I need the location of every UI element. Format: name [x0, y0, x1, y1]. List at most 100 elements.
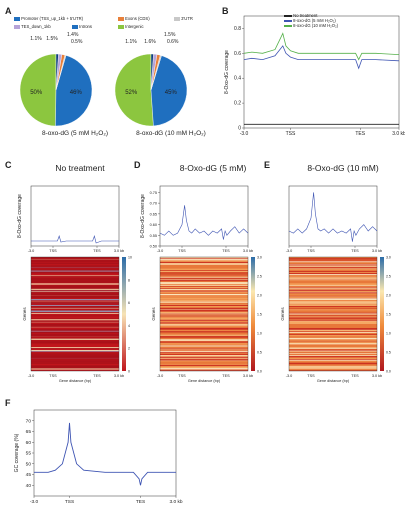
x-tick-label: TES	[93, 249, 101, 253]
pie-chart-5mm: 50% 46% 1.1% 1.5% 1.4%0.5%	[19, 32, 93, 127]
gc-coverage-f: -3.0 TSS TES 3.0 kb 40 45 50 55 60 65 70 GC coverag…	[14, 409, 183, 505]
heatmap-row	[289, 334, 377, 336]
heatmap-row	[160, 322, 248, 324]
legend-b-label: 8-oxo-dG (10 mM H₂O₂)	[293, 23, 339, 28]
heatmap-row	[160, 326, 248, 328]
heatmap-row	[31, 286, 119, 288]
pie-label-small: 1.6%	[144, 39, 156, 45]
heatmap-row	[289, 356, 377, 357]
heatmap-row	[31, 269, 119, 270]
heatmap-row	[160, 340, 248, 342]
heatmap-row	[31, 333, 119, 335]
heatmap-row	[289, 317, 377, 319]
heatmap-row	[160, 276, 248, 278]
heatmap-row	[289, 271, 377, 273]
heatmap-row	[160, 350, 248, 353]
heatmap-row	[289, 328, 377, 330]
legend-item-exons: Exons (CDS)	[118, 16, 150, 21]
heatmap-row	[31, 292, 119, 293]
heatmap-row	[31, 258, 119, 260]
heatmap-d: 0.0 0.5 1.0 1.5 2.0 2.5 3.0 -3.0 TSS TES 3.0 kb Gen…	[151, 256, 262, 384]
heatmap-row	[289, 277, 377, 279]
heatmap-row	[31, 291, 119, 293]
heatmap-row	[31, 356, 119, 358]
heatmap-row	[160, 356, 248, 358]
heatmap-row	[160, 282, 248, 284]
heatmap-row	[160, 291, 248, 293]
heatmap-x-tick: TES	[222, 374, 230, 378]
y-axis-label: 8-Oxo-dG coverage	[224, 50, 230, 94]
pie-label-small: 1.5%	[164, 32, 176, 38]
heatmap-row	[160, 288, 248, 291]
y-tick-label: 0.50	[150, 245, 157, 249]
heatmap-y-label: Genes	[151, 307, 156, 321]
heatmap-row	[160, 355, 248, 357]
heatmap-row	[289, 279, 377, 281]
legend-item-introns: Introns	[72, 24, 92, 29]
heatmap-row	[289, 289, 377, 291]
heatmap-row	[31, 278, 119, 280]
heatmap-row	[289, 353, 377, 354]
heatmap-row	[31, 347, 119, 348]
heatmap-row	[160, 296, 248, 298]
color-scale-label: 0.5	[386, 351, 391, 355]
pie-label-small: 1.4%	[67, 32, 79, 38]
heatmap-row	[160, 364, 248, 367]
color-scale-label: 0	[128, 370, 130, 374]
heatmap-row	[160, 270, 248, 272]
heatmap-row	[31, 331, 119, 333]
pie-slice-promoter	[55, 53, 59, 91]
heatmap-row	[31, 263, 119, 265]
pie-charts-a: 50% 46% 1.1% 1.5% 1.4%0.5% 52% 45% 1.1% 1.6% 1.5…	[19, 32, 188, 127]
heatmap-row	[31, 261, 119, 263]
heatmap-row	[31, 288, 119, 290]
heatmap-row	[289, 341, 377, 343]
x-tick-label: 3.0 kb	[169, 499, 182, 505]
x-tick-label: 3.0 kb	[372, 249, 382, 253]
series-line-0	[34, 422, 176, 486]
heatmap-row	[31, 303, 119, 305]
heatmap-row	[289, 321, 377, 323]
heatmap-row	[31, 314, 119, 316]
x-tick-label: 3.0 kb	[243, 249, 253, 253]
heatmap-row	[160, 349, 248, 351]
legend-swatch	[118, 24, 124, 29]
heatmap-row	[31, 283, 119, 285]
pie-slice-promoter	[150, 53, 154, 91]
y-tick-label: 0.60	[150, 223, 157, 227]
heatmap-row	[31, 335, 119, 337]
heatmap-row	[31, 367, 119, 369]
heatmap-row	[160, 261, 248, 264]
y-axis-label: 8-Oxo-dG coverage	[140, 194, 146, 238]
heatmap-row	[289, 260, 377, 262]
color-scale-label: 1.5	[257, 313, 262, 317]
panel-label-b: B	[222, 6, 229, 16]
color-scale	[122, 257, 126, 371]
heatmap-row	[289, 363, 377, 365]
heatmap-row	[289, 293, 377, 295]
heatmap-y-label: Genes	[22, 307, 27, 321]
heatmap-row	[160, 272, 248, 274]
color-scale	[380, 257, 384, 371]
color-scale-label: 2.5	[257, 275, 262, 279]
x-tick-label: 3.0 kb	[392, 131, 405, 137]
heatmap-row	[31, 342, 119, 344]
heatmap-row	[289, 328, 377, 330]
y-tick-label: 60	[26, 440, 32, 446]
heatmap-row	[160, 306, 248, 308]
pie-legend: Promoter (TSS_up_1kb + 5'UTR) Exons (CDS…	[14, 16, 219, 34]
heatmap-row	[31, 338, 119, 340]
heatmap-frame	[30, 256, 120, 372]
y-tick-label: 45	[26, 472, 32, 478]
heatmap-row	[289, 263, 377, 265]
pie-label-introns: 46%	[70, 90, 83, 96]
heatmap-row	[160, 303, 248, 305]
heatmap-row	[31, 319, 119, 321]
heatmap-row	[160, 259, 248, 261]
heatmap-row	[289, 334, 377, 337]
heatmap-row	[289, 304, 377, 306]
pie-label-small: 0.5%	[71, 39, 83, 45]
heatmap-row	[289, 369, 377, 371]
color-scale-label: 2	[128, 347, 130, 351]
heatmap-row	[289, 291, 377, 293]
